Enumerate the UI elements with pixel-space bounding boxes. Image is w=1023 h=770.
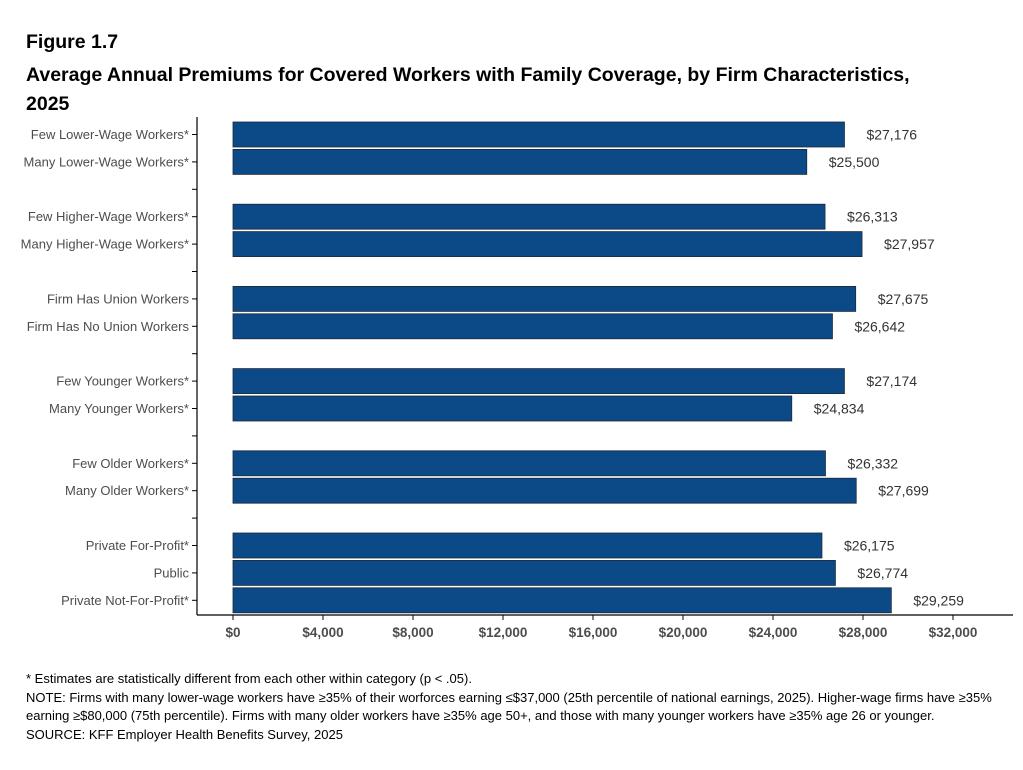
bar bbox=[232, 203, 826, 230]
definitions-note: NOTE: Firms with many lower-wage workers… bbox=[26, 689, 992, 724]
category-label: Few Higher-Wage Workers* bbox=[28, 209, 189, 224]
category-label: Private For-Profit* bbox=[86, 538, 189, 553]
bar bbox=[232, 368, 845, 395]
x-tick-label: $4,000 bbox=[302, 625, 343, 640]
x-tick-label: $16,000 bbox=[569, 625, 618, 640]
value-label: $24,834 bbox=[814, 401, 865, 417]
x-tick-label: $0 bbox=[225, 625, 240, 640]
significance-note: * Estimates are statistically different … bbox=[26, 671, 472, 686]
x-tick-label: $24,000 bbox=[749, 625, 798, 640]
bar bbox=[232, 148, 808, 175]
x-tick-label: $28,000 bbox=[839, 625, 888, 640]
x-tick-label: $32,000 bbox=[929, 625, 978, 640]
bar bbox=[232, 285, 857, 312]
bar bbox=[232, 532, 823, 559]
category-label: Many Older Workers* bbox=[65, 483, 189, 498]
value-label: $27,957 bbox=[884, 236, 935, 252]
bar bbox=[232, 395, 793, 422]
value-label: $27,699 bbox=[878, 483, 929, 499]
category-label: Many Lower-Wage Workers* bbox=[24, 154, 189, 169]
value-label: $26,642 bbox=[854, 318, 905, 334]
x-tick-label: $8,000 bbox=[392, 625, 433, 640]
value-label: $27,675 bbox=[878, 291, 929, 307]
category-label: Many Younger Workers* bbox=[49, 401, 189, 416]
value-label: $27,176 bbox=[866, 127, 917, 143]
bar bbox=[232, 231, 863, 258]
bar-chart: $0 $4,000 $8,000 $12,000 $16,000 $20,000 $24,0… bbox=[21, 117, 1013, 640]
category-label: Public bbox=[154, 565, 190, 580]
source-note: SOURCE: KFF Employer Health Benefits Sur… bbox=[26, 726, 343, 742]
bar bbox=[232, 587, 892, 614]
category-label: Many Higher-Wage Workers* bbox=[21, 237, 189, 252]
category-label: Few Lower-Wage Workers* bbox=[31, 127, 189, 142]
bar bbox=[232, 477, 857, 504]
value-label: $25,500 bbox=[829, 154, 880, 170]
chart-title: Average Annual Premiums for Covered Work… bbox=[26, 64, 910, 115]
category-label: Few Older Workers* bbox=[72, 456, 189, 471]
value-label: $26,175 bbox=[844, 538, 895, 554]
value-label: $26,313 bbox=[847, 209, 898, 225]
category-label: Private Not-For-Profit* bbox=[61, 593, 189, 608]
category-label: Firm Has No Union Workers bbox=[27, 319, 190, 334]
bar bbox=[232, 121, 845, 148]
category-label: Few Younger Workers* bbox=[56, 374, 189, 389]
figure-label: Figure 1.7 bbox=[26, 31, 119, 53]
x-tick-label: $12,000 bbox=[479, 625, 528, 640]
bar bbox=[232, 560, 836, 586]
x-tick-label: $20,000 bbox=[659, 625, 708, 640]
category-label: Firm Has Union Workers bbox=[47, 291, 190, 306]
value-label: $26,332 bbox=[847, 455, 898, 471]
value-label: $26,774 bbox=[857, 565, 908, 581]
bar bbox=[232, 313, 833, 340]
value-label: $29,259 bbox=[913, 592, 964, 608]
bar bbox=[232, 450, 826, 477]
footnotes: * Estimates are statistically different … bbox=[26, 670, 1001, 744]
value-label: $27,174 bbox=[866, 373, 917, 389]
